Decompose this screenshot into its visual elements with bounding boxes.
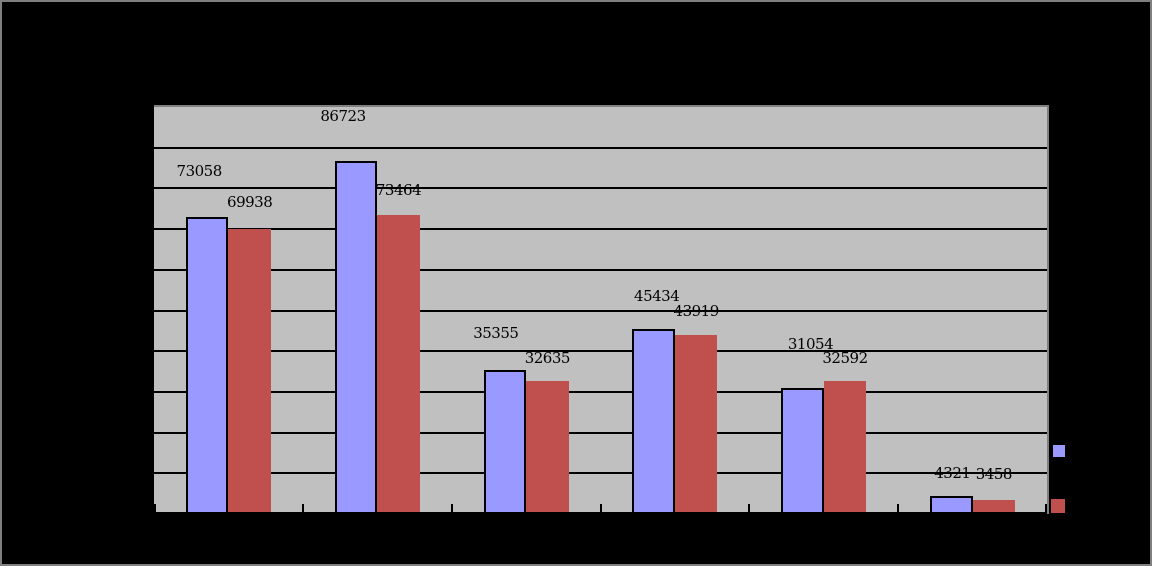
data-label-red-series-category-1: 69938 <box>227 193 273 212</box>
data-label-blue-series-category-6: 4321 <box>934 464 971 483</box>
data-label-blue-series-category-2: 86723 <box>320 107 366 126</box>
data-label-blue-series-category-5: 31054 <box>787 334 834 353</box>
data-label-red-series-category-3: 32635 <box>524 349 571 368</box>
x-axis-tick-3 <box>599 504 602 512</box>
bar-blue-series-category-2 <box>334 161 378 514</box>
data-label-red-series-category-6: 3458 <box>975 464 1013 483</box>
bar-red-series-category-1 <box>228 229 271 514</box>
x-axis-tick-1 <box>301 504 304 512</box>
bar-blue-series-category-4 <box>632 329 675 514</box>
bar-red-series-category-2 <box>377 215 420 514</box>
gridline-70000 <box>154 228 1047 231</box>
x-axis-tick-6 <box>1045 504 1047 512</box>
data-label-red-series-category-5: 32592 <box>822 349 868 368</box>
x-axis-tick-5 <box>897 504 900 512</box>
x-axis-tick-2 <box>450 504 453 512</box>
data-label-blue-series-category-3: 35355 <box>473 324 519 343</box>
legend-swatch-red-series <box>1051 499 1065 513</box>
gridline-80000 <box>154 187 1047 190</box>
gridline-60000 <box>154 268 1047 271</box>
bar-blue-series-category-5 <box>781 387 824 514</box>
gridline-40000 <box>154 350 1047 353</box>
data-label-blue-series-category-4: 45434 <box>634 287 680 306</box>
gridline-90000 <box>154 146 1047 149</box>
bar-red-series-category-5 <box>823 381 867 514</box>
gridline-50000 <box>154 309 1047 312</box>
gridline-10000 <box>154 472 1047 475</box>
gridline-30000 <box>154 390 1047 393</box>
legend-swatch-blue-series <box>1053 445 1065 457</box>
plot-area <box>154 105 1049 514</box>
data-label-red-series-category-2: 73464 <box>375 181 422 199</box>
gridline-20000 <box>154 431 1047 434</box>
bar-blue-series-category-3 <box>483 370 527 514</box>
x-axis-tick-0 <box>154 504 156 512</box>
x-axis-line <box>154 512 1047 514</box>
bar-red-series-category-3 <box>526 381 569 514</box>
data-label-blue-series-category-1: 73058 <box>176 161 223 180</box>
x-axis-tick-4 <box>748 504 751 512</box>
bar-blue-series-category-1 <box>185 216 229 514</box>
bar-red-series-category-6 <box>972 499 1016 514</box>
bar-red-series-category-4 <box>674 335 718 514</box>
data-label-red-series-category-4: 43919 <box>673 302 720 321</box>
